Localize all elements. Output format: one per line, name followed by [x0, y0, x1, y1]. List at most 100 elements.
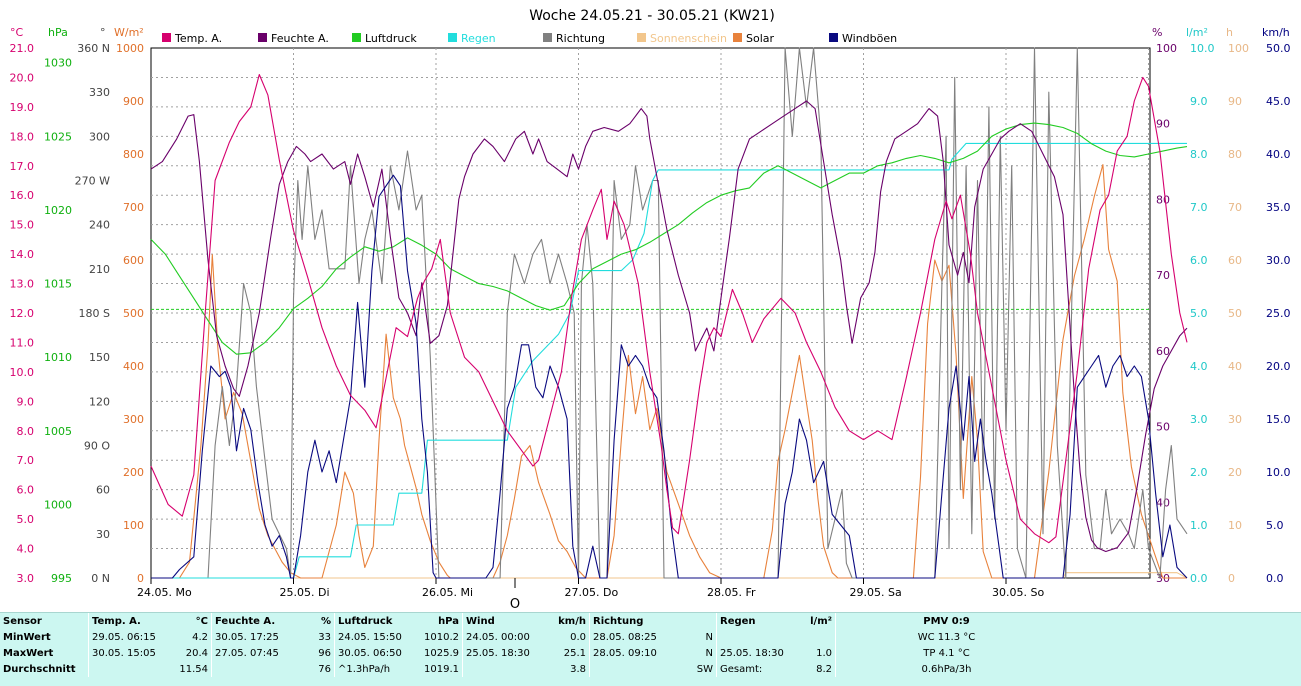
y-tick-pressure: 1005 [44, 425, 72, 438]
row-label: MinWert [3, 631, 51, 643]
y-tick-gust: 30.0 [1266, 254, 1291, 267]
y-tick-rain: 4.0 [1190, 360, 1208, 373]
rain-value [793, 629, 836, 645]
y-tick-temp: 18.0 [10, 130, 35, 143]
y-tick-humidity: 100 [1156, 42, 1177, 55]
header-pmv: PMV 0:9 [835, 613, 1057, 629]
wind-time: 25.05. 18:30 [462, 645, 549, 661]
y-tick-rain: 9.0 [1190, 95, 1208, 108]
humidity-time: 30.05. 17:25 [211, 629, 298, 645]
header-wind: Wind [462, 613, 549, 629]
wind-time [462, 661, 549, 677]
pressure-time: ^1.3hPa/h [334, 661, 421, 677]
series-line-temp [150, 73, 1188, 544]
unit-sunshine: h [1226, 26, 1233, 39]
series-line-solar [151, 164, 1187, 579]
y-tick-sunshine: 70 [1228, 201, 1242, 214]
row-label: MaxWert [3, 647, 54, 659]
y-tick-sunshine: 90 [1228, 95, 1242, 108]
y-tick-temp: 20.0 [10, 71, 35, 84]
y-tick-direction: 360 N [77, 42, 110, 55]
header-humidity-unit: % [320, 615, 331, 627]
y-tick-pressure: 1030 [44, 57, 72, 70]
y-tick-sunshine: 10 [1228, 519, 1242, 532]
pmv-value: TP 4.1 °C [835, 645, 1057, 661]
y-tick-rain: 6.0 [1190, 254, 1208, 267]
series-line-direction [172, 47, 1188, 579]
legend-label: Windböen [842, 32, 897, 45]
y-tick-temp: 13.0 [10, 278, 35, 291]
y-tick-sunshine: 100 [1228, 42, 1249, 55]
y-tick-rain: 8.0 [1190, 148, 1208, 161]
y-tick-direction: 120 [89, 395, 110, 408]
unit-direction: ° [100, 26, 106, 39]
y-tick-direction: 90 O [84, 440, 110, 453]
y-tick-gust: 5.0 [1266, 519, 1284, 532]
legend-swatch [829, 33, 838, 42]
y-tick-pressure: 1025 [44, 130, 72, 143]
pressure-value: 1010.2 [424, 631, 459, 643]
y-tick-sunshine: 20 [1228, 466, 1242, 479]
y-tick-gust: 0.0 [1266, 572, 1284, 585]
legend-swatch [258, 33, 267, 42]
y-tick-solar: 700 [123, 201, 144, 214]
unit-pressure: hPa [48, 26, 68, 39]
y-tick-sunshine: 30 [1228, 413, 1242, 426]
legend-label: Sonnenschein [650, 32, 727, 45]
series-line-gust [151, 174, 1188, 579]
header-humidity: Feuchte A. [211, 613, 298, 629]
header-direction: Richtung [589, 613, 676, 629]
series-line-humidity [150, 100, 1188, 553]
wind-value: 25.1 [563, 647, 586, 659]
legend-label: Richtung [556, 32, 605, 45]
temp-value: 4.2 [192, 631, 208, 643]
direction-value: N [705, 647, 713, 659]
plot-area [150, 47, 1151, 579]
header-pressure: Luftdruck [334, 613, 421, 629]
y-tick-solar: 900 [123, 95, 144, 108]
y-tick-temp: 5.0 [17, 513, 35, 526]
y-tick-gust: 40.0 [1266, 148, 1291, 161]
wind-value: 3.8 [570, 663, 586, 675]
y-tick-temp: 16.0 [10, 189, 35, 202]
moon-symbol: O [510, 597, 520, 612]
y-tick-direction: 300 [89, 130, 110, 143]
unit-gust: km/h [1262, 26, 1290, 39]
direction-value: N [705, 631, 713, 643]
y-tick-gust: 50.0 [1266, 42, 1291, 55]
y-tick-pressure: 1020 [44, 204, 72, 217]
humidity-time [211, 661, 298, 677]
y-tick-gust: 10.0 [1266, 466, 1291, 479]
y-tick-temp: 17.0 [10, 160, 35, 173]
axis-labels: 21.0 20.0 19.0 18.0 17.0 16.0 15.0 14.0 13.0 12.0… [10, 26, 1291, 585]
rain-time: 25.05. 18:30 [716, 645, 793, 661]
stats-row-max: MaxWert 30.05. 15:05 20.4 27.05. 07:45 9… [0, 645, 1057, 661]
y-tick-gust: 15.0 [1266, 413, 1291, 426]
unit-rain: l/m² [1186, 26, 1208, 39]
y-tick-rain: 10.0 [1190, 42, 1215, 55]
row-label: Durchschnitt [3, 663, 76, 675]
series-line-rain [151, 142, 1187, 579]
temp-value: 20.4 [185, 647, 208, 659]
y-tick-humidity: 80 [1156, 193, 1170, 206]
y-tick-temp: 21.0 [10, 42, 35, 55]
y-tick-gust: 25.0 [1266, 307, 1291, 320]
y-tick-sunshine: 60 [1228, 254, 1242, 267]
stats-header-row: Sensor Temp. A. °C Feuchte A. % Luftdruc… [0, 613, 1057, 629]
y-tick-temp: 15.0 [10, 219, 35, 232]
unit-humidity: % [1152, 26, 1162, 39]
y-tick-humidity: 60 [1156, 345, 1170, 358]
y-tick-temp: 12.0 [10, 307, 35, 320]
temp-value: 11.54 [179, 663, 208, 675]
wind-value: 0.0 [570, 631, 586, 643]
y-tick-sunshine: 40 [1228, 360, 1242, 373]
temp-time: 30.05. 15:05 [88, 645, 175, 661]
header-rain-unit: l/m² [810, 615, 832, 627]
weather-chart: Woche 24.05.21 - 30.05.21 (KW21) Temp. A… [9, 8, 1291, 612]
temp-time: 29.05. 06:15 [88, 629, 175, 645]
y-tick-humidity: 70 [1156, 269, 1170, 282]
legend-label: Regen [461, 32, 496, 45]
y-tick-rain: 5.0 [1190, 307, 1208, 320]
legend-swatch [448, 33, 457, 42]
y-tick-direction: 180 S [79, 307, 110, 320]
